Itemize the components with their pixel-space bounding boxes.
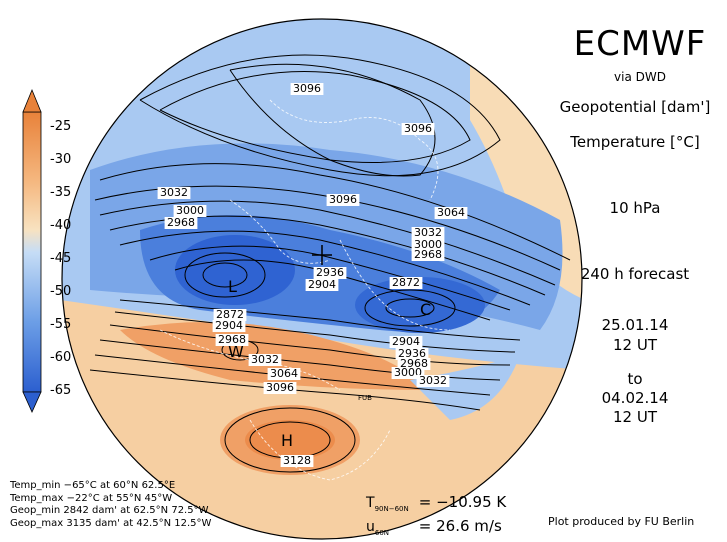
low-marker: L [228, 277, 237, 296]
contour-label: 3032 [160, 186, 188, 199]
contour-label-bg [173, 205, 207, 217]
contour-label: 2968 [218, 333, 246, 346]
t-symbol: T [366, 495, 375, 511]
high-marker: H [281, 431, 293, 450]
fub-logo: FUB [358, 394, 372, 402]
contour-label: 3128 [283, 454, 311, 467]
contour-label-bg [395, 348, 429, 360]
source-note: via DWD [614, 70, 666, 84]
contour-label-bg [401, 123, 435, 135]
u-value: = 26.6 m/s [418, 516, 502, 535]
field-statistics: Temp_min −65°C at 60°N 62.5°E Temp_max −… [10, 480, 211, 530]
colorbar-label: -60 [50, 350, 72, 365]
warm-marker: W [228, 342, 244, 361]
contour-label-bg [280, 455, 314, 467]
contour-label: 3096 [293, 82, 321, 95]
cold-marker: C [420, 300, 431, 319]
init-date: 25.01.14 [601, 316, 669, 334]
contour-label-bg [313, 267, 347, 279]
temp-min: Temp_min −65°C at 60°N 62.5°E [10, 480, 176, 491]
credit-line: Plot produced by FU Berlin [548, 515, 695, 528]
valid-date: 04.02.14 [601, 389, 669, 407]
contour-label: 2936 [316, 266, 344, 279]
polar-indices: T90N−60N = −10.95 K u60N = 26.6 m/s [366, 494, 506, 542]
contour-label: 2936 [398, 347, 426, 360]
colorbar-label: -55 [50, 317, 72, 332]
valid-time: 12 UT [613, 408, 657, 426]
contour-label: 3064 [437, 206, 465, 219]
contour-label-bg [389, 277, 423, 289]
contour-label: 3000 [176, 204, 204, 217]
contour-label-bg [157, 187, 191, 199]
contour-label-bg [411, 239, 445, 251]
forecast-lead: 240 h forecast [580, 265, 690, 283]
contour-label: 3064 [270, 367, 298, 380]
contour-label-bg [267, 368, 301, 380]
contour-label: 3032 [419, 374, 447, 387]
u-symbol: u [366, 518, 375, 535]
t-subscript: 90N−60N [374, 504, 409, 513]
temp-max: Temp_max −22°C at 55°N 45°W [10, 492, 173, 504]
contour-label: 3032 [414, 226, 442, 239]
contour-label-bg [290, 83, 324, 95]
contour-label: 2968 [414, 248, 442, 261]
contour-label: 2904 [215, 319, 243, 332]
contour-label: 3096 [404, 122, 432, 135]
geop-max: Geop_max 3135 dam' at 42.5°N 12.5°W [10, 517, 212, 529]
init-time: 12 UT [613, 336, 657, 354]
colorbar-label: -40 [50, 218, 72, 233]
contour-label-bg [434, 207, 468, 219]
contour-label-bg [215, 334, 249, 346]
model-title: ECMWF [573, 24, 707, 64]
contour-label-bg [263, 382, 297, 394]
contour-label: 2872 [392, 276, 420, 289]
contour-label-bg [248, 354, 282, 366]
colorbar-label: -30 [50, 152, 72, 167]
contour-label: 2904 [308, 278, 336, 291]
contour-label-bg [326, 194, 360, 206]
contour-label-bg [416, 375, 450, 387]
contour-label-bg [411, 227, 445, 239]
contour-label-bg [411, 249, 445, 261]
pole-marker [312, 245, 332, 265]
wind-index: u60N = 26.6 m/s [366, 516, 506, 542]
contour-label-bg [213, 309, 247, 321]
colorbar-label: -25 [50, 119, 72, 134]
temperature-label: Temperature [°C] [570, 133, 700, 151]
contour-label: 3096 [329, 193, 357, 206]
geopotential-label: Geopotential [dam'] [559, 98, 711, 116]
contour-label-bg [389, 336, 423, 348]
temperature-index: T90N−60N = −10.95 K [366, 494, 506, 518]
geop-min: Geop_min 2842 dam' at 62.5°N 72.5°W [10, 505, 209, 516]
contour-label: 3000 [394, 366, 422, 379]
contour-label: 3096 [266, 381, 294, 394]
colorbar-label: -50 [50, 284, 72, 299]
colorbar-label: -45 [50, 251, 72, 266]
contour-label: 2968 [400, 357, 428, 370]
map-boundary [61, 18, 583, 540]
to-label: to [627, 370, 643, 388]
temperature-field [62, 19, 582, 539]
contour-label: 2968 [167, 216, 195, 229]
contour-label: 3000 [414, 238, 442, 251]
geopotential-contours [89, 54, 571, 473]
colorbar-label: -35 [50, 185, 72, 200]
colorbar-bottom-arrow [22, 391, 42, 413]
colorbar-label: -65 [50, 383, 72, 398]
colorbar [22, 88, 42, 413]
t-value: = −10.95 K [418, 493, 507, 511]
contour-label-bg [212, 320, 246, 332]
u-subscript: 60N [374, 528, 390, 537]
contour-label-bg [164, 217, 198, 229]
contour-labels: 3096309630323000296830963064303230002968… [157, 82, 468, 467]
contour-label-bg [391, 367, 425, 379]
colorbar-top-arrow [22, 88, 42, 113]
contour-label: 2904 [392, 335, 420, 348]
pressure-level: 10 hPa [609, 199, 661, 217]
contour-label-bg [305, 279, 339, 291]
contour-label: 3032 [251, 353, 279, 366]
contour-label: 2872 [216, 308, 244, 321]
